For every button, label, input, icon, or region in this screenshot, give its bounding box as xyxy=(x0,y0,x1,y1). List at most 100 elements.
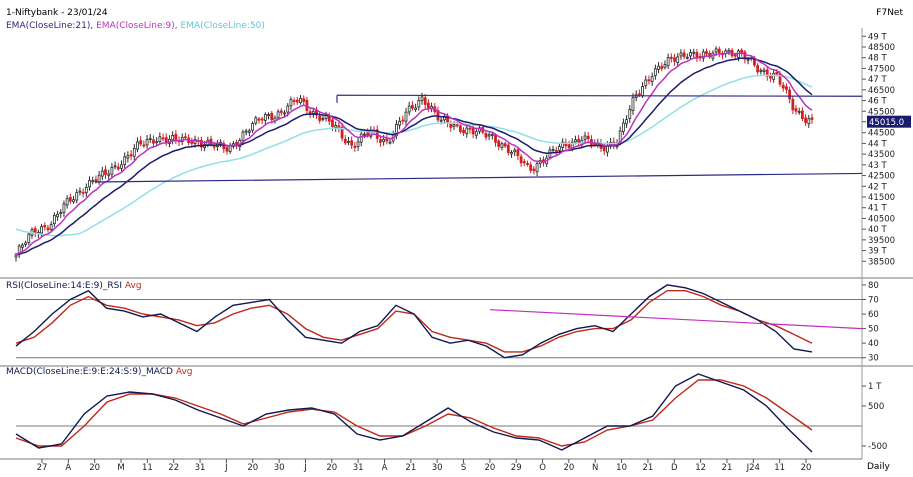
candle-body xyxy=(673,57,676,62)
candle-body xyxy=(59,212,63,214)
candle-body xyxy=(327,116,331,122)
candle-body xyxy=(791,98,795,111)
rsi-legend-label: RSI(CloseLine:14:E:9)_RSI xyxy=(6,281,122,291)
candle-body xyxy=(295,99,299,103)
price-y-tick-label: 48500 xyxy=(868,43,895,53)
rsi-avg-legend-label: Avg xyxy=(124,281,142,291)
rsi-panel: 80 70 60 50 40 30 xyxy=(15,281,879,364)
price-y-tick-label: 39 T xyxy=(868,247,888,257)
candle-body xyxy=(717,48,721,53)
candle-body xyxy=(657,65,660,70)
candle-body xyxy=(708,52,712,58)
candle-body xyxy=(500,143,504,148)
candle-body xyxy=(184,136,187,139)
candle-body xyxy=(788,89,792,100)
candle-body xyxy=(33,228,37,234)
resistance-trendline xyxy=(336,94,863,97)
x-tick-label: 20 xyxy=(801,463,812,473)
candle-body xyxy=(123,156,127,165)
candle-body xyxy=(65,198,69,206)
candle-body xyxy=(455,124,459,127)
candle-body xyxy=(343,138,347,144)
candle-body xyxy=(401,119,405,122)
price-y-tick-label: 43500 xyxy=(868,150,895,160)
x-tick-label: 20 xyxy=(563,463,574,473)
candle-body xyxy=(669,56,673,59)
candle-body xyxy=(762,69,766,72)
candle-body xyxy=(510,152,513,155)
candle-body xyxy=(382,139,386,142)
candle-body xyxy=(353,145,357,148)
candle-body xyxy=(91,180,95,183)
candle-body xyxy=(24,242,27,245)
candle-body xyxy=(746,58,750,61)
candle-body xyxy=(660,66,664,69)
ema50-line xyxy=(15,74,813,237)
x-tick-label: D xyxy=(671,463,678,473)
candle-body xyxy=(385,138,389,142)
rsi-y-tick-label: 30 xyxy=(868,354,879,364)
candle-body xyxy=(40,226,43,234)
x-tick-label: 21 xyxy=(405,463,416,473)
ema-legend: EMA(CloseLine:21), EMA(CloseLine:9), EMA… xyxy=(6,21,265,31)
macd-signal-line xyxy=(15,379,813,447)
candle-body xyxy=(414,107,417,110)
ema21-legend-label: EMA(CloseLine:21), xyxy=(6,21,94,31)
rsi-y-tick-label: 40 xyxy=(868,339,879,349)
candle-body xyxy=(62,203,66,213)
candle-body xyxy=(88,179,91,188)
candle-body xyxy=(347,140,350,143)
price-y-tick-label: 46 T xyxy=(868,97,888,107)
candle-body xyxy=(247,130,251,133)
candle-body xyxy=(299,97,302,103)
price-y-tick-label: 38500 xyxy=(868,257,895,267)
candle-body xyxy=(637,93,641,96)
candle-body xyxy=(292,100,296,102)
candle-body xyxy=(20,244,24,248)
candle-body xyxy=(765,69,769,77)
macd-y-tick-label: 1 T xyxy=(868,382,882,392)
candle-body xyxy=(72,199,75,203)
candle-body xyxy=(81,191,85,194)
candle-body xyxy=(574,139,577,143)
candle-body xyxy=(68,197,72,202)
candle-body xyxy=(379,139,382,143)
candle-body xyxy=(663,64,667,68)
candle-body xyxy=(641,86,644,97)
candle-body xyxy=(465,127,469,135)
candle-body xyxy=(411,104,414,109)
candle-body xyxy=(94,179,98,183)
support-trendline xyxy=(94,172,863,183)
candle-body xyxy=(468,127,472,130)
candle-body xyxy=(558,146,561,151)
ema9-legend-label: EMA(CloseLine:9), xyxy=(96,21,178,31)
candle-body xyxy=(458,125,462,132)
rsi-line xyxy=(15,284,813,359)
rsi-y-tick-label: 50 xyxy=(868,325,879,335)
candle-body xyxy=(682,52,686,57)
x-tick-label: 11 xyxy=(774,463,785,473)
candle-body xyxy=(628,109,632,119)
price-y-tick-label: 42 T xyxy=(868,182,888,192)
x-axis: 27 A 20 M 11 22 31 J 20 30 J 20 31 A 21 30 S 20 29 O 20 N 10 21… xyxy=(37,459,812,473)
x-tick-label: J xyxy=(224,463,228,473)
x-tick-label: 11 xyxy=(142,463,153,473)
candle-body xyxy=(254,117,258,124)
candle-body xyxy=(474,131,478,136)
ema21-line xyxy=(15,57,813,256)
price-y-tick-label: 47 T xyxy=(868,75,888,85)
candle-body xyxy=(43,224,47,228)
candle-body xyxy=(263,114,267,121)
last-price-label: 45015.0 xyxy=(869,118,904,128)
x-tick-label: 27 xyxy=(37,463,48,473)
candle-body xyxy=(420,96,424,101)
candle-body xyxy=(810,117,814,120)
x-tick-label: 29 xyxy=(511,463,522,473)
candle-body xyxy=(593,143,597,146)
candle-body xyxy=(522,161,526,164)
candle-body xyxy=(743,51,747,60)
candle-body xyxy=(286,105,290,113)
candle-body xyxy=(152,139,155,144)
x-tick-label: J xyxy=(303,463,307,473)
